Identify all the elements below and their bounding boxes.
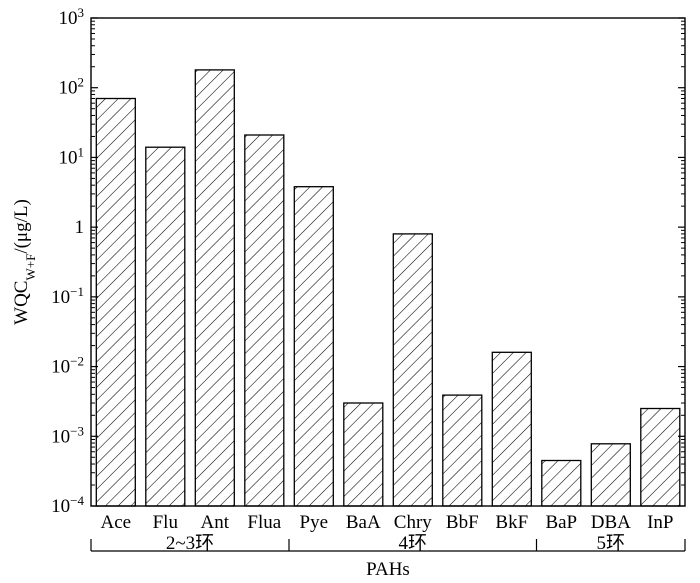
bar-inp [640,407,681,507]
bar-bbf [442,394,483,507]
y-axis-title: WQCW+F/(μg/L) [11,199,38,325]
x-tick-label-flu: Flu [153,512,179,533]
x-tick-label-baa: BaA [346,512,381,533]
bar-flu [145,146,186,507]
group-label-2: 4环 [399,533,428,554]
y-tick-label: 101 [59,144,85,169]
x-tick-label-inp: InP [647,512,673,533]
bar-baa [343,402,384,507]
plot-frame [90,17,686,507]
x-tick-label-chry: Chry [394,512,433,533]
y-tick-label: 10−1 [51,283,84,308]
bar-ace [95,97,136,507]
y-tick-label: 10−3 [51,423,84,448]
y-tick-label: 103 [59,5,85,30]
bar-ant [194,69,235,507]
bar-pye [293,186,334,507]
bars-layer [95,69,681,507]
x-tick-label-ant: Ant [201,512,230,533]
x-tick-label-ace: Ace [101,512,132,533]
y-tick-label: 1 [75,217,85,238]
x-tick-label-pye: Pye [300,512,329,533]
x-tick-label-dba: DBA [591,512,631,533]
bar-bap [541,459,582,507]
bar-chry [392,233,433,507]
x-tick-label-bap: BaP [545,512,577,533]
bar-flua [244,134,285,507]
y-tick-label: 10−2 [51,353,84,378]
y-axis: 10−4 10−3 10−2 10−1 1 101 102 103 [51,5,685,518]
x-axis-groups: 2~3环 4环 5环 [90,533,686,554]
x-tick-label-bkf: BkF [495,512,528,533]
x-tick-label-flua: Flua [247,512,281,533]
group-label-3: 5环 [597,533,626,554]
x-axis-title: PAHs [366,559,410,580]
y-tick-label: 10−4 [51,493,84,518]
x-tick-label-bbf: BbF [446,512,479,533]
group-label-1: 2~3环 [166,533,214,554]
y-tick-label: 102 [59,74,85,99]
bar-bkf [491,351,532,507]
bar-dba [590,443,631,507]
x-axis-categories: Ace Flu Ant Flua Pye BaA Chry BbF BkF BaP DBA InP [101,512,674,533]
